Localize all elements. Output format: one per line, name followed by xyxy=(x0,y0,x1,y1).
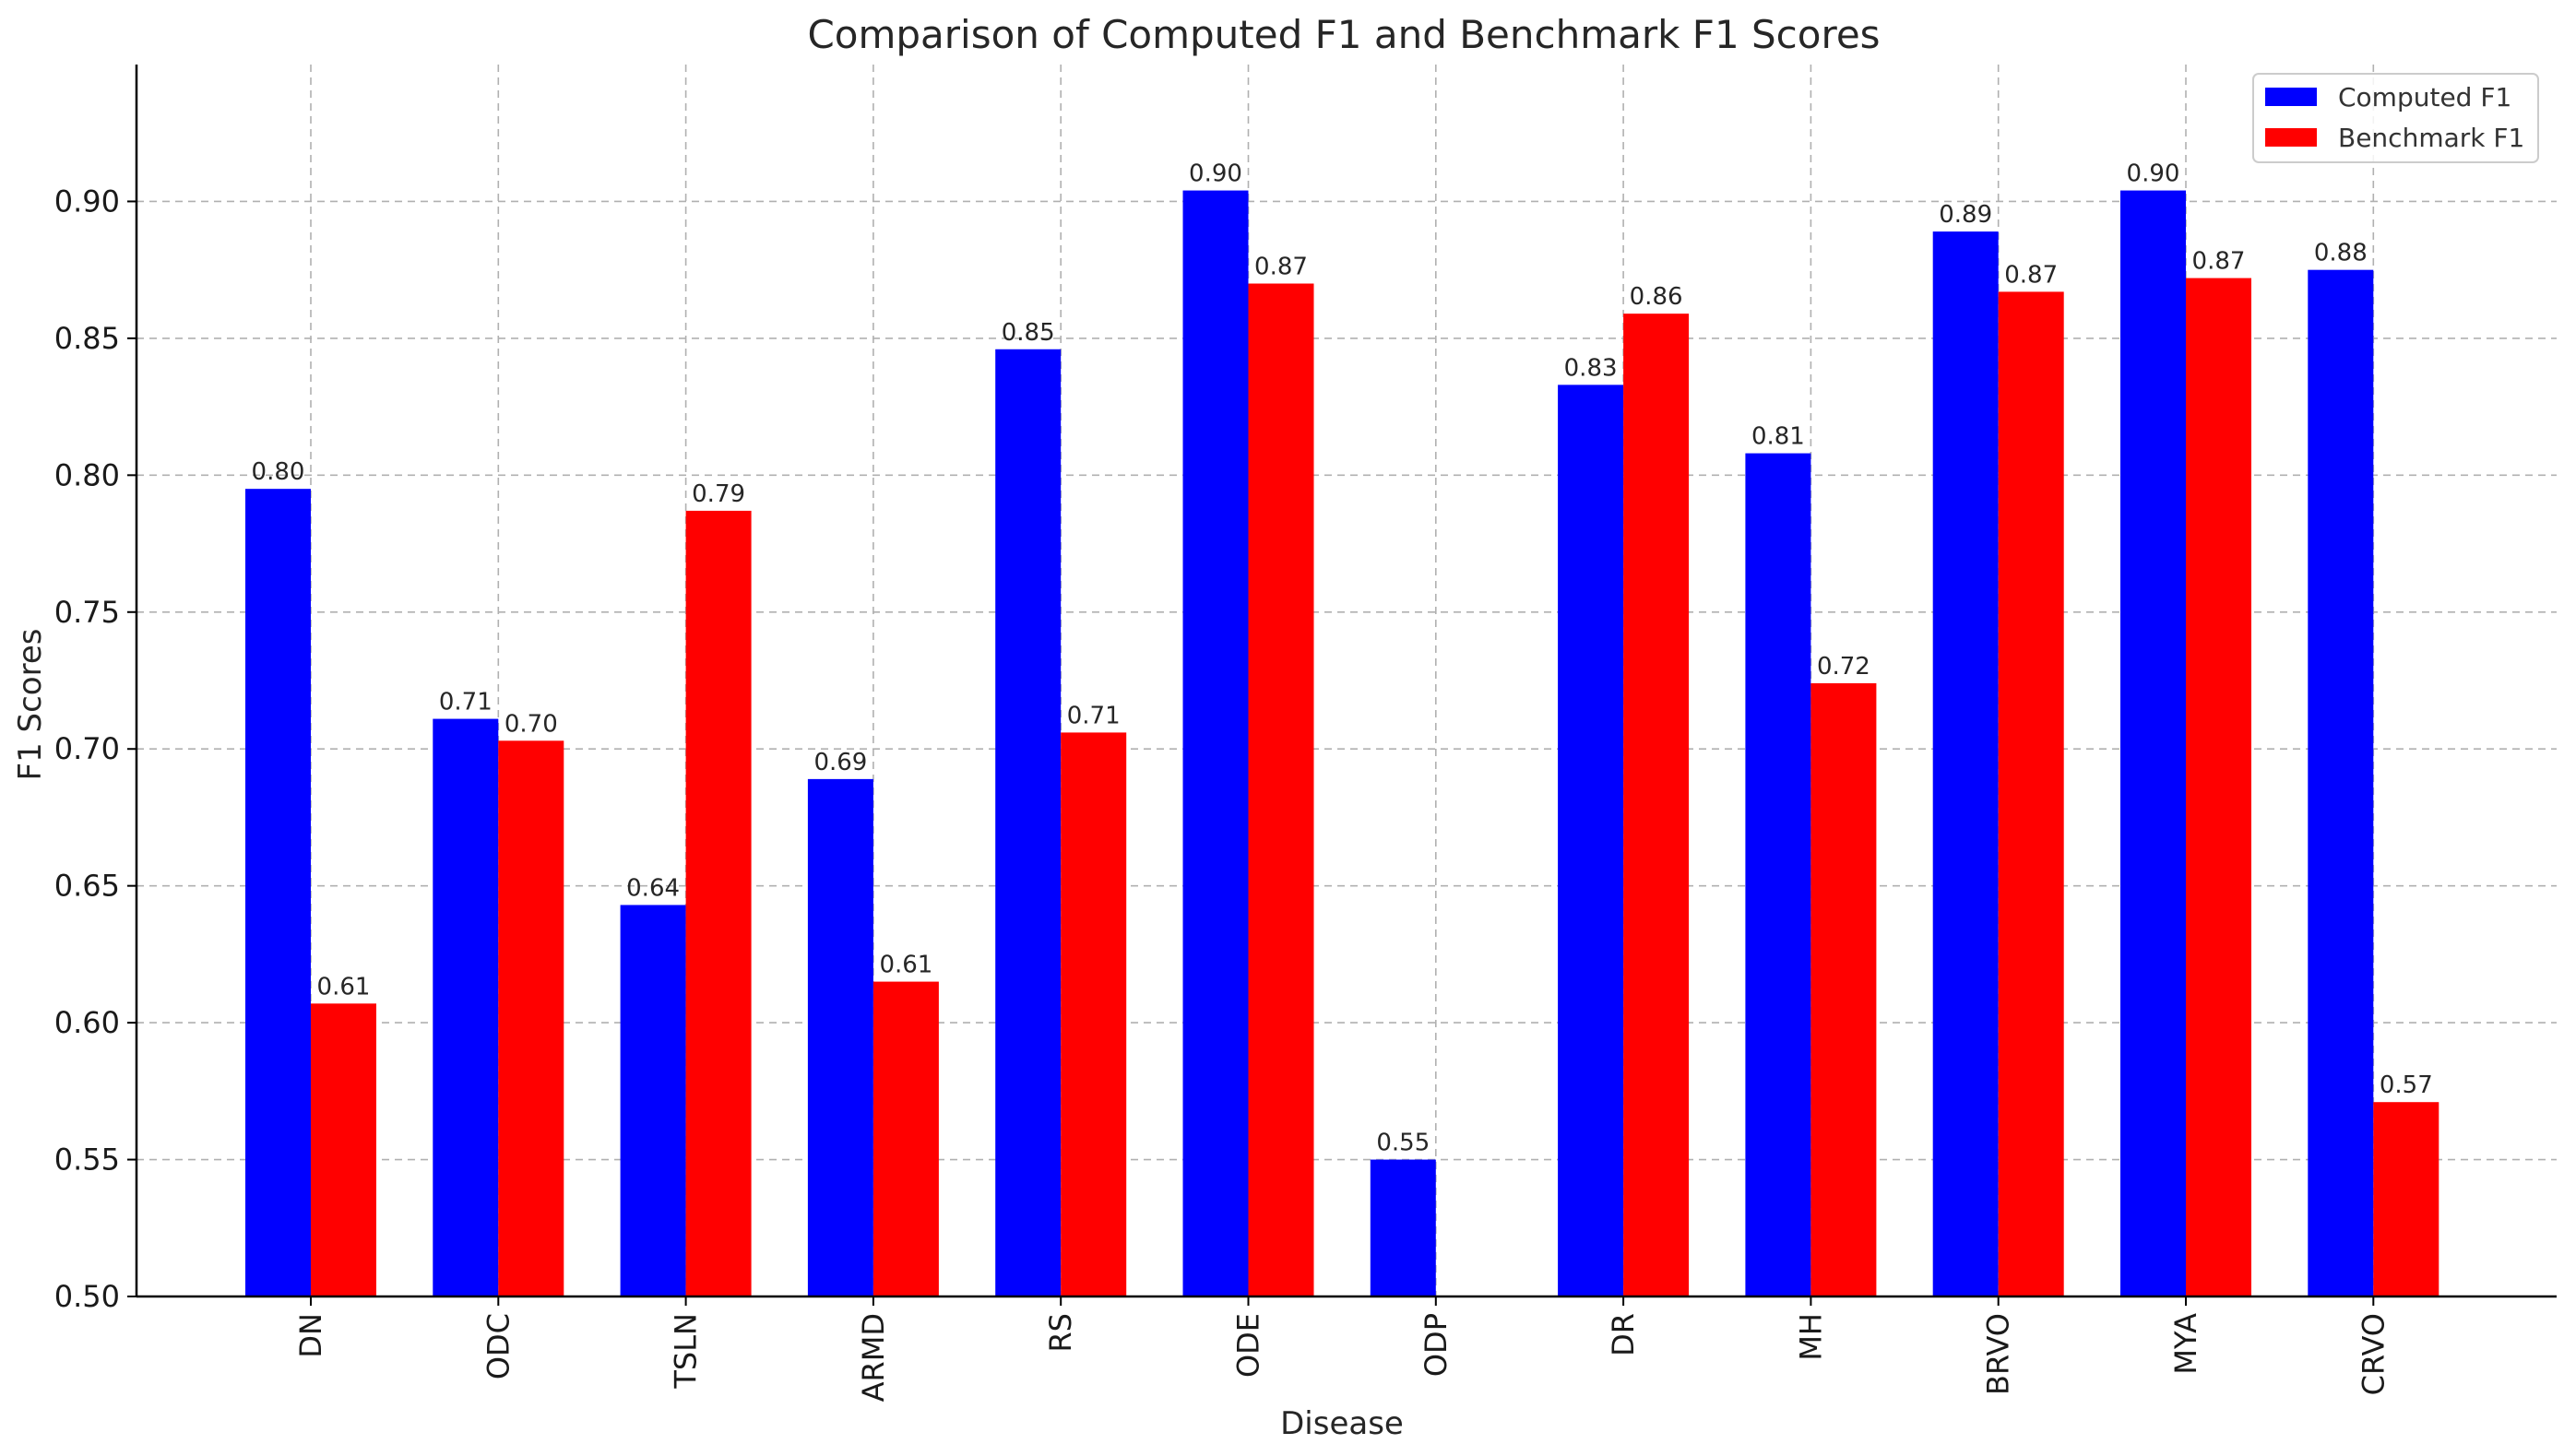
bar-value-label: 0.83 xyxy=(1564,354,1618,382)
bar-value-label: 0.80 xyxy=(252,458,305,486)
y-tick-label: 0.55 xyxy=(54,1142,120,1178)
y-tick-label: 0.60 xyxy=(54,1005,120,1040)
bar-value-label: 0.57 xyxy=(2380,1071,2433,1099)
ticks-layer: 0.50 0.55 0.60 0.65 0.70 0.75 0.80 0.85 0.90 DN OD… xyxy=(54,183,2392,1402)
legend-frame xyxy=(2252,73,2539,163)
bar-value-label: 0.61 xyxy=(879,952,932,979)
bar-value-label: 0.89 xyxy=(1939,201,1992,229)
bar-value-label: 0.86 xyxy=(1630,283,1683,311)
bar-value-label: 0.79 xyxy=(692,480,745,508)
bar-value-label: 0.81 xyxy=(1751,423,1805,451)
bar-value-label: 0.87 xyxy=(2004,261,2058,289)
bar-benchmark xyxy=(2373,1102,2439,1296)
x-tick-label: BRVO xyxy=(1981,1313,2016,1395)
y-tick-label: 0.50 xyxy=(54,1279,120,1314)
x-tick-label: DR xyxy=(1606,1313,1641,1356)
bar-computed xyxy=(995,349,1062,1297)
bar-computed xyxy=(1932,231,1999,1297)
bar-benchmark xyxy=(1810,682,1877,1296)
chart-title: Comparison of Computed F1 and Benchmark … xyxy=(807,12,1880,57)
y-tick-label: 0.90 xyxy=(54,183,120,219)
axes-layer xyxy=(135,65,2557,1298)
y-tick-label: 0.70 xyxy=(54,731,120,766)
bar-benchmark xyxy=(311,1003,376,1296)
bar-value-label: 0.72 xyxy=(1817,653,1870,681)
y-axis-label: F1 Scores xyxy=(12,629,49,781)
bar-computed xyxy=(2120,190,2186,1297)
bar-value-label: 0.69 xyxy=(813,749,867,776)
bar-value-label: 0.71 xyxy=(439,689,493,716)
bar-benchmark xyxy=(1623,314,1690,1296)
x-tick-label: DN xyxy=(293,1313,328,1358)
legend: Computed F1 Benchmark F1 xyxy=(2252,73,2539,163)
bar-value-label: 0.88 xyxy=(2314,240,2368,267)
bar-computed xyxy=(1558,385,1624,1296)
legend-swatch-computed xyxy=(2265,88,2317,106)
x-tick-label: RS xyxy=(1043,1313,1078,1353)
x-tick-label: ODC xyxy=(481,1313,516,1379)
x-tick-label: TSLN xyxy=(669,1313,704,1390)
bar-value-label: 0.71 xyxy=(1067,702,1121,729)
legend-label-computed: Computed F1 xyxy=(2338,82,2511,112)
legend-swatch-benchmark xyxy=(2265,128,2317,147)
bar-labels-layer: 0.80 0.71 0.64 0.69 0.85 0.90 0.55 0.83 0.81 0.89… xyxy=(252,160,2433,1157)
bars-layer xyxy=(245,190,2439,1297)
x-tick-label: MH xyxy=(1793,1313,1828,1361)
y-tick-label: 0.85 xyxy=(54,321,120,356)
x-tick-label: ODP xyxy=(1419,1313,1454,1377)
y-tick-label: 0.80 xyxy=(54,457,120,492)
bar-computed xyxy=(245,489,311,1296)
bar-benchmark xyxy=(498,740,564,1296)
bar-computed xyxy=(433,718,499,1296)
bar-value-label: 0.90 xyxy=(1189,160,1242,188)
bar-value-label: 0.70 xyxy=(504,710,558,738)
bar-value-label: 0.87 xyxy=(2192,248,2246,276)
bar-computed xyxy=(2308,269,2374,1297)
bar-benchmark xyxy=(1061,732,1127,1296)
bar-benchmark xyxy=(685,510,752,1296)
x-tick-label: ODE xyxy=(1231,1313,1266,1378)
bar-benchmark xyxy=(872,981,939,1296)
bar-value-label: 0.85 xyxy=(1002,319,1055,347)
x-tick-label: MYA xyxy=(2168,1313,2203,1375)
bar-benchmark xyxy=(2186,278,2251,1296)
bar-value-label: 0.90 xyxy=(2127,160,2180,188)
x-tick-label: ARMD xyxy=(856,1313,891,1402)
bar-computed xyxy=(1370,1159,1436,1296)
bar-value-label: 0.64 xyxy=(626,874,680,902)
y-tick-label: 0.65 xyxy=(54,869,120,904)
y-tick-label: 0.75 xyxy=(54,595,120,630)
bar-computed xyxy=(1745,453,1811,1296)
x-tick-label: CRVO xyxy=(2356,1313,2391,1395)
bar-value-label: 0.55 xyxy=(1376,1130,1430,1157)
x-axis-label: Disease xyxy=(1280,1405,1404,1442)
bar-value-label: 0.61 xyxy=(317,973,371,1000)
legend-label-benchmark: Benchmark F1 xyxy=(2338,123,2524,153)
bar-computed xyxy=(620,905,686,1296)
bar-computed xyxy=(1182,190,1249,1297)
bar-value-label: 0.87 xyxy=(1254,254,1308,281)
bar-computed xyxy=(807,778,873,1296)
bar-benchmark xyxy=(1248,283,1314,1296)
bar-benchmark xyxy=(1998,291,2064,1297)
